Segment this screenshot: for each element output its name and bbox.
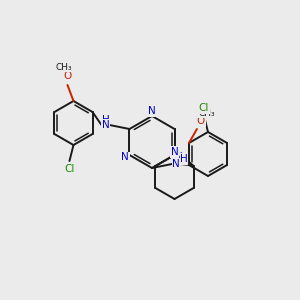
Text: CH₃: CH₃ <box>55 62 72 71</box>
Text: O: O <box>63 71 72 81</box>
Text: N: N <box>172 159 180 169</box>
Text: Cl: Cl <box>199 103 209 113</box>
Text: N: N <box>171 147 178 157</box>
Text: CH₃: CH₃ <box>199 109 215 118</box>
Text: N: N <box>175 152 183 163</box>
Text: N: N <box>148 106 156 116</box>
Text: Cl: Cl <box>64 164 75 174</box>
Text: O: O <box>197 116 205 126</box>
Text: H: H <box>102 115 110 125</box>
Text: N: N <box>102 120 110 130</box>
Text: H: H <box>180 154 188 164</box>
Text: N: N <box>121 152 129 163</box>
